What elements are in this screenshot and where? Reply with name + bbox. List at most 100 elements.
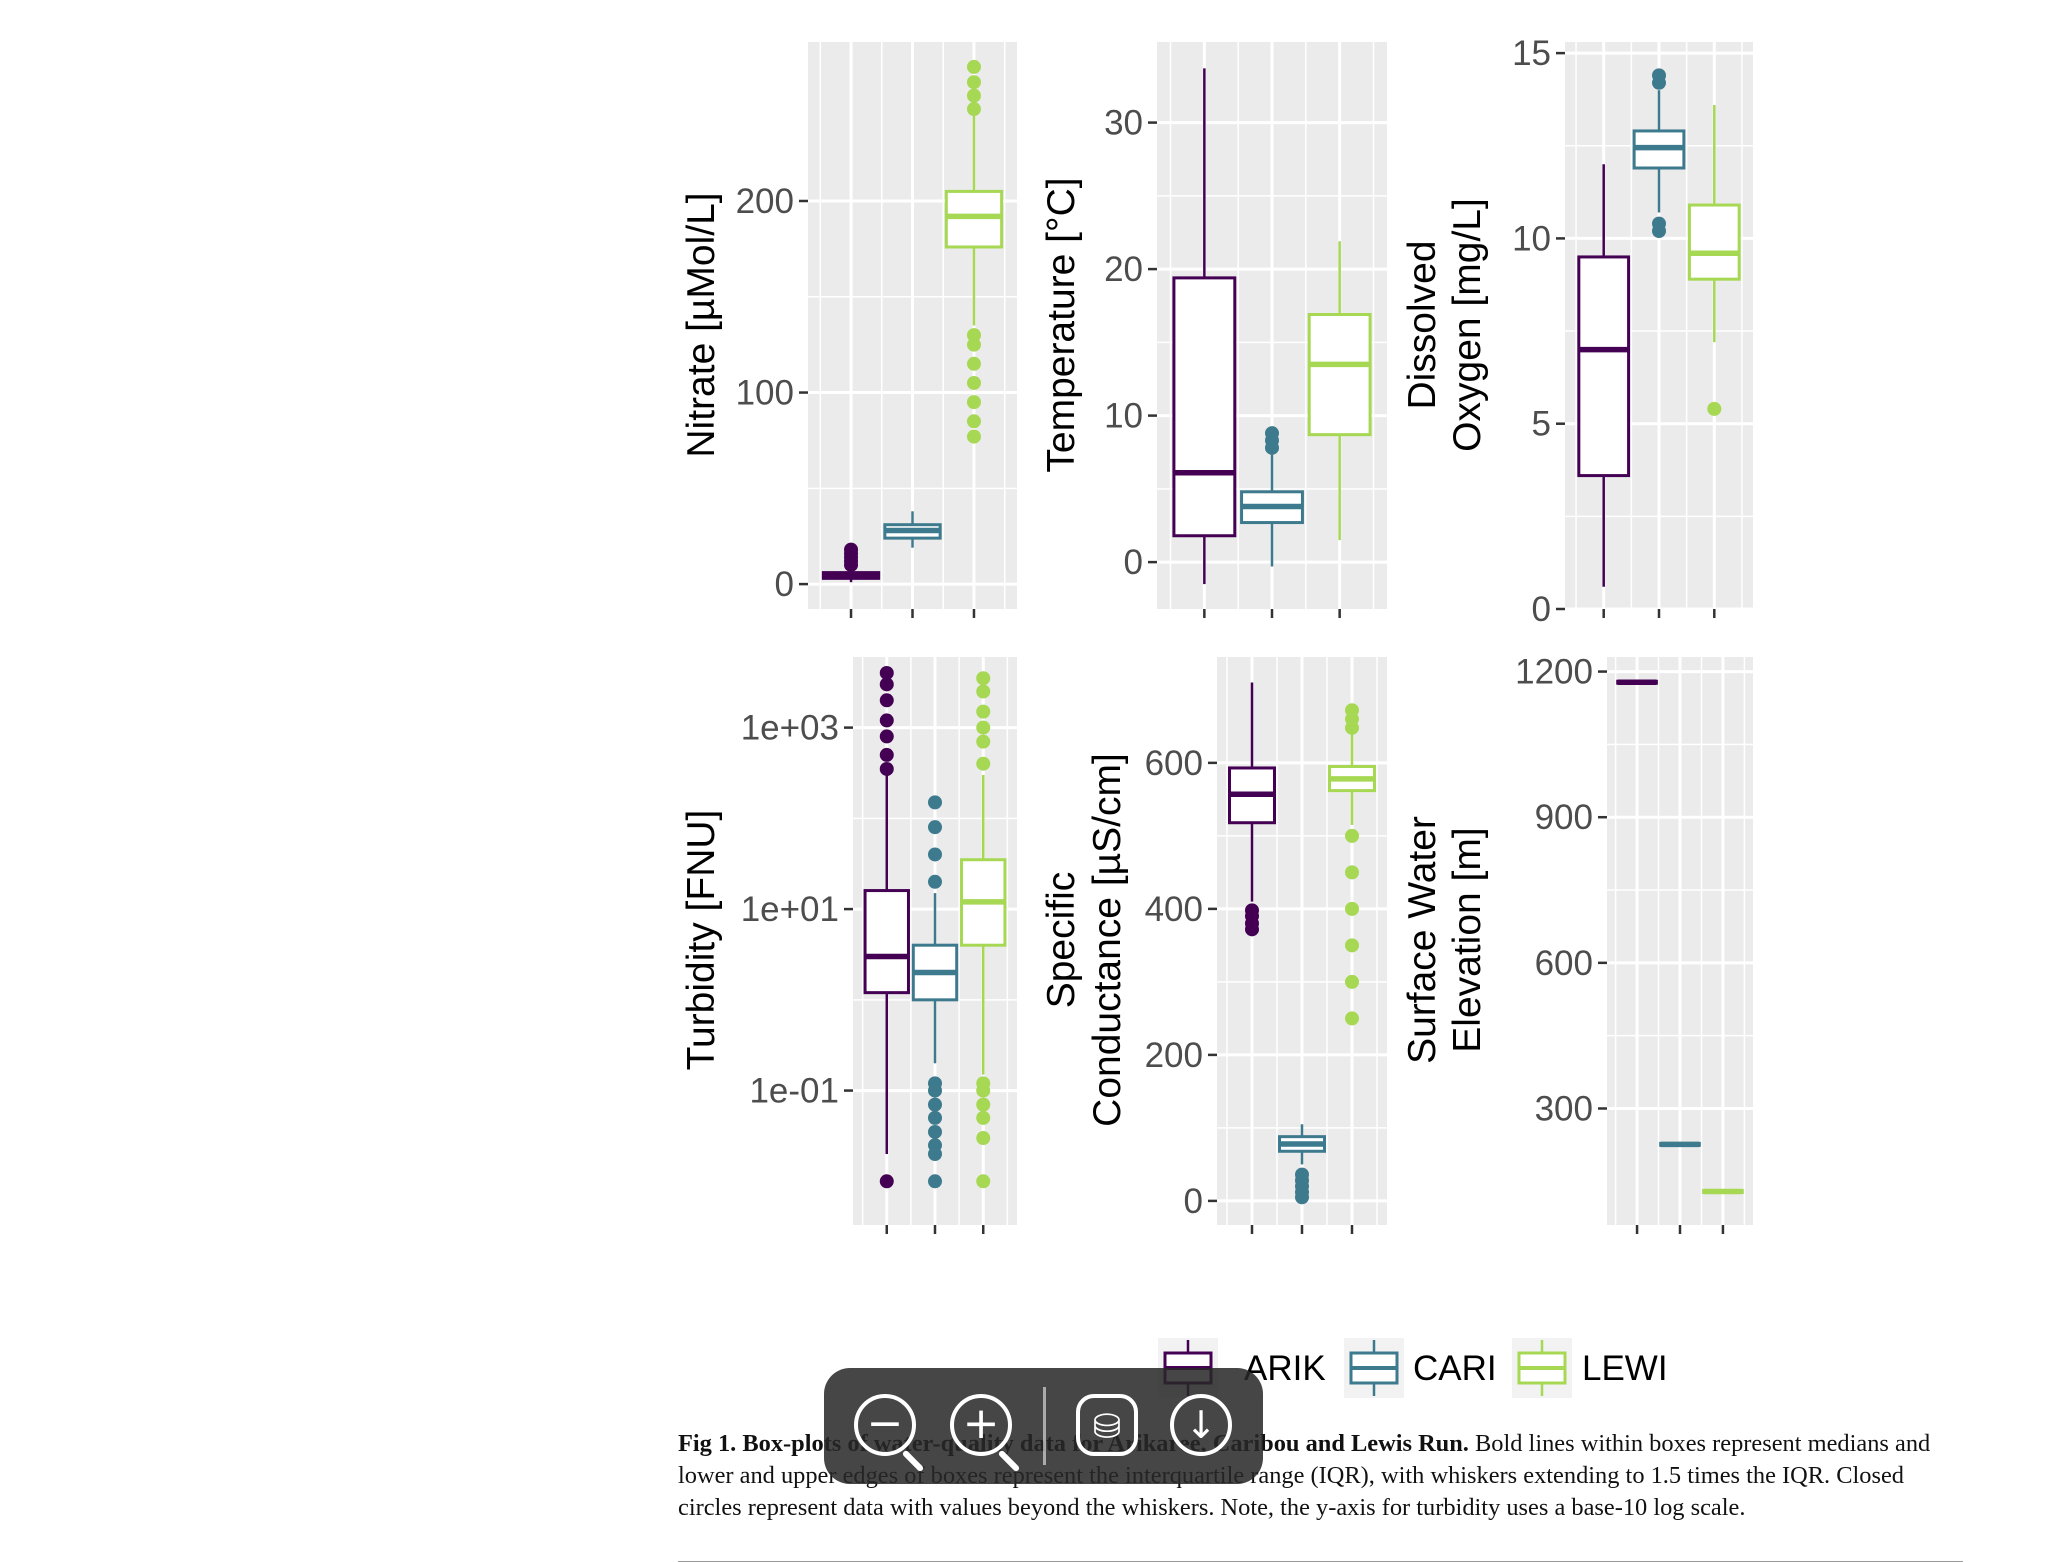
iqr-box xyxy=(1687,203,1741,281)
y-axis-title: Specific xyxy=(1040,872,1083,1009)
box-cari xyxy=(1278,1124,1326,1205)
outlier-point xyxy=(976,684,991,699)
outlier-point xyxy=(1345,828,1359,843)
outlier-point xyxy=(1345,703,1359,718)
y-tick-label: 0 xyxy=(1124,543,1143,582)
outlier-point xyxy=(976,1110,991,1125)
zoom-out-handle xyxy=(901,1449,925,1473)
y-tick-label: 0 xyxy=(1184,1182,1203,1221)
outlier-point xyxy=(879,1174,894,1189)
zoom-in-handle xyxy=(997,1449,1021,1473)
legend-key-cari xyxy=(1344,1338,1404,1398)
y-tick-label: 1e+01 xyxy=(741,890,839,929)
box-lewi xyxy=(1307,241,1372,541)
outlier-point xyxy=(1652,216,1666,231)
y-axis-title: Temperature [°C] xyxy=(1040,177,1083,472)
y-axis-title: Elevation [m] xyxy=(1446,827,1489,1052)
y-tick-label: 5 xyxy=(1532,405,1551,444)
chart-panel-6: 300 600 900 1200 Surface Water Elevation [m] xyxy=(1401,653,1753,1234)
iqr-box xyxy=(1172,276,1237,538)
box-cari xyxy=(883,511,942,548)
y-tick-label: 900 xyxy=(1535,798,1593,837)
chart-panel-1: 0 100 200 Nitrate [µMol/L] xyxy=(680,42,1017,618)
y-tick-label: 10 xyxy=(1512,219,1551,258)
outlier-point xyxy=(976,756,991,771)
box-lewi xyxy=(1328,703,1376,1026)
outlier-point xyxy=(879,761,894,776)
box-cari xyxy=(1659,1141,1701,1148)
zoom-in-button[interactable]: + xyxy=(950,1394,1012,1456)
outlier-point xyxy=(976,1076,991,1091)
box-arik xyxy=(1172,68,1237,585)
box-arik xyxy=(1228,682,1276,937)
y-tick-label: 0 xyxy=(775,565,794,604)
y-tick-label: 200 xyxy=(1145,1036,1203,1075)
outlier-point xyxy=(879,693,894,708)
legend-key-lewi xyxy=(1512,1338,1572,1398)
outlier-point xyxy=(879,713,894,728)
box-lewi xyxy=(1702,1188,1744,1195)
outlier-point xyxy=(1345,974,1359,989)
outlier-point xyxy=(976,1174,991,1189)
chart-panel-3: 0 5 10 15 Dissolved Oxygen [mg/L] xyxy=(1401,34,1753,629)
box-arik xyxy=(1616,679,1658,685)
outlier-point xyxy=(966,328,981,343)
outlier-point xyxy=(879,747,894,762)
y-tick-label: 600 xyxy=(1145,744,1203,783)
outlier-point xyxy=(976,671,991,686)
y-axis-title: Oxygen [mg/L] xyxy=(1446,198,1489,452)
y-tick-label: 15 xyxy=(1512,34,1551,73)
box-arik xyxy=(863,665,910,1189)
outlier-point xyxy=(928,874,942,889)
outlier-point xyxy=(1245,903,1259,918)
box-lewi xyxy=(1687,105,1741,416)
y-axis-title: Surface Water xyxy=(1401,816,1444,1064)
chart-panel-2: 0 10 20 30 Temperature [°C] xyxy=(1040,42,1387,618)
chart-panel-5: 0 200 400 600 Specific Conductance [µS/cm] xyxy=(1040,657,1387,1234)
outlier-point xyxy=(928,1076,942,1091)
outlier-point xyxy=(928,1124,942,1139)
outlier-point xyxy=(976,720,991,735)
box-cari xyxy=(1632,68,1686,238)
outlier-point xyxy=(1345,1011,1359,1026)
zoom-out-button[interactable]: − xyxy=(854,1394,916,1456)
zoom-out-icon: − xyxy=(866,1398,904,1449)
outlier-point xyxy=(928,795,942,810)
outlier-point xyxy=(966,414,981,429)
outlier-point xyxy=(1707,401,1722,416)
outlier-point xyxy=(966,337,981,352)
outlier-point xyxy=(976,1097,991,1112)
box-cari xyxy=(1240,426,1304,567)
outlier-point xyxy=(879,677,894,692)
outlier-point xyxy=(966,102,981,117)
outlier-point xyxy=(928,1174,942,1189)
y-axis-title: Nitrate [µMol/L] xyxy=(680,192,723,457)
y-axis-title: Dissolved xyxy=(1401,240,1444,409)
y-tick-label: 0 xyxy=(1532,590,1551,629)
outlier-point xyxy=(966,429,981,444)
outlier-point xyxy=(844,542,859,557)
y-tick-label: 200 xyxy=(736,182,794,221)
legend-label: CARI xyxy=(1413,1349,1497,1388)
y-tick-label: 30 xyxy=(1104,104,1143,143)
outlier-point xyxy=(1265,426,1279,441)
outlier-point xyxy=(1652,68,1666,83)
outlier-point xyxy=(1345,901,1359,916)
y-tick-label: 1e-01 xyxy=(749,1072,839,1111)
y-axis-title: Turbidity [FNU] xyxy=(680,810,723,1071)
download-button[interactable]: ↓ xyxy=(1170,1394,1232,1456)
toolbar-separator xyxy=(1043,1387,1046,1465)
y-axis-title: Conductance [µS/cm] xyxy=(1086,753,1129,1127)
y-tick-label: 400 xyxy=(1145,890,1203,929)
y-tick-label: 100 xyxy=(736,374,794,413)
outlier-point xyxy=(879,729,894,744)
iqr-box xyxy=(944,189,1004,249)
box-arik xyxy=(1577,164,1631,587)
save-button[interactable]: ⛁ xyxy=(1076,1394,1138,1456)
chart-panel-4: 1e-01 1e+01 1e+03 Turbidity [FNU] xyxy=(680,657,1017,1234)
box-lewi xyxy=(960,671,1007,1189)
iqr-box xyxy=(1577,255,1631,478)
y-tick-label: 300 xyxy=(1535,1089,1593,1128)
outlier-point xyxy=(1295,1167,1309,1182)
outlier-point xyxy=(928,1097,942,1112)
